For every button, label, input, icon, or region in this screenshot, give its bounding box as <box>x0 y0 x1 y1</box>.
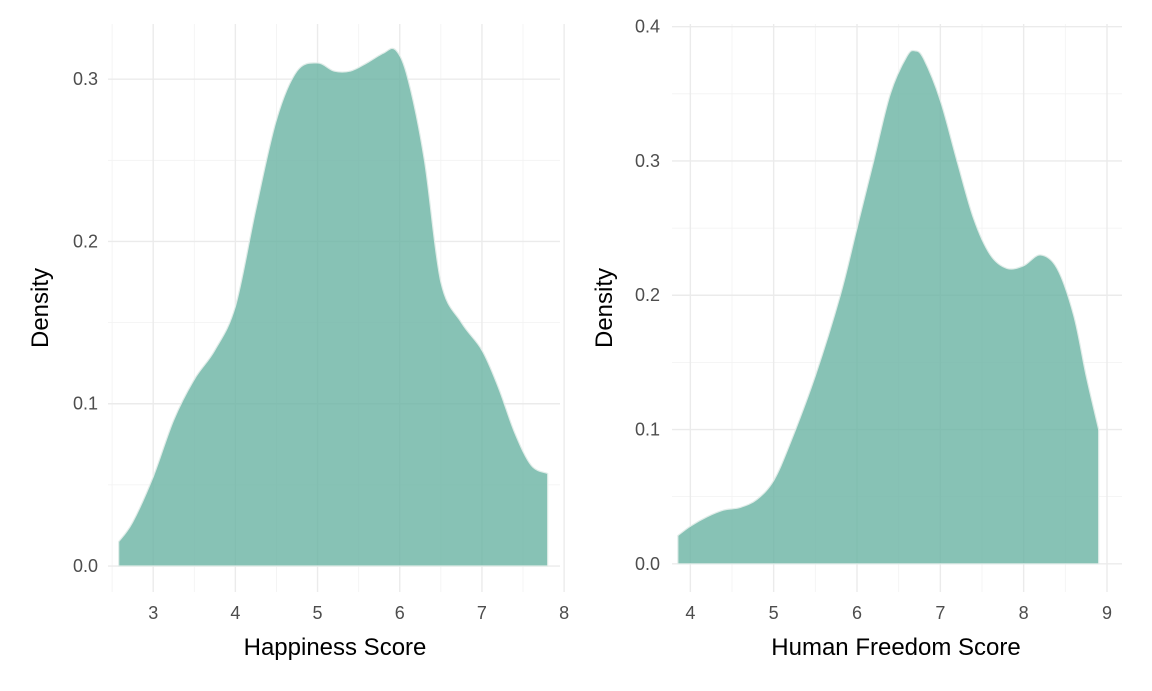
x-tick-label: 8 <box>1019 603 1029 623</box>
density-area <box>677 49 1100 565</box>
x-tick-label: 8 <box>559 603 569 623</box>
y-tick-label: 0.0 <box>635 554 660 574</box>
x-tick-label: 6 <box>852 603 862 623</box>
x-tick-label: 4 <box>685 603 695 623</box>
x-axis-title: Human Freedom Score <box>771 634 1020 661</box>
density-area <box>118 47 549 567</box>
y-tick-label: 0.4 <box>635 17 660 37</box>
x-axis-title: Happiness Score <box>244 634 427 661</box>
x-tick-label: 4 <box>230 603 240 623</box>
y-tick-label: 0.2 <box>635 285 660 305</box>
y-tick-label: 0.2 <box>73 231 98 251</box>
x-tick-label: 7 <box>935 603 945 623</box>
y-tick-label: 0.0 <box>73 556 98 576</box>
y-tick-label: 0.1 <box>635 420 660 440</box>
x-tick-label: 3 <box>148 603 158 623</box>
y-tick-label: 0.3 <box>635 151 660 171</box>
happiness-density-panel: 0.0 0.1 0.2 0.3 3 4 5 6 7 8 Happiness Score Density <box>27 24 569 661</box>
y-axis-title: Density <box>591 268 618 348</box>
x-tick-label: 6 <box>395 603 405 623</box>
y-axis-title: Density <box>27 268 54 348</box>
x-tick-label: 5 <box>313 603 323 623</box>
y-tick-label: 0.3 <box>73 69 98 89</box>
x-tick-label: 5 <box>769 603 779 623</box>
y-tick-label: 0.1 <box>73 394 98 414</box>
x-tick-label: 7 <box>477 603 487 623</box>
x-tick-label: 9 <box>1102 603 1112 623</box>
freedom-density-panel: 0.0 0.1 0.2 0.3 0.4 4 5 6 7 8 9 Human Freedom Score… <box>591 17 1122 661</box>
